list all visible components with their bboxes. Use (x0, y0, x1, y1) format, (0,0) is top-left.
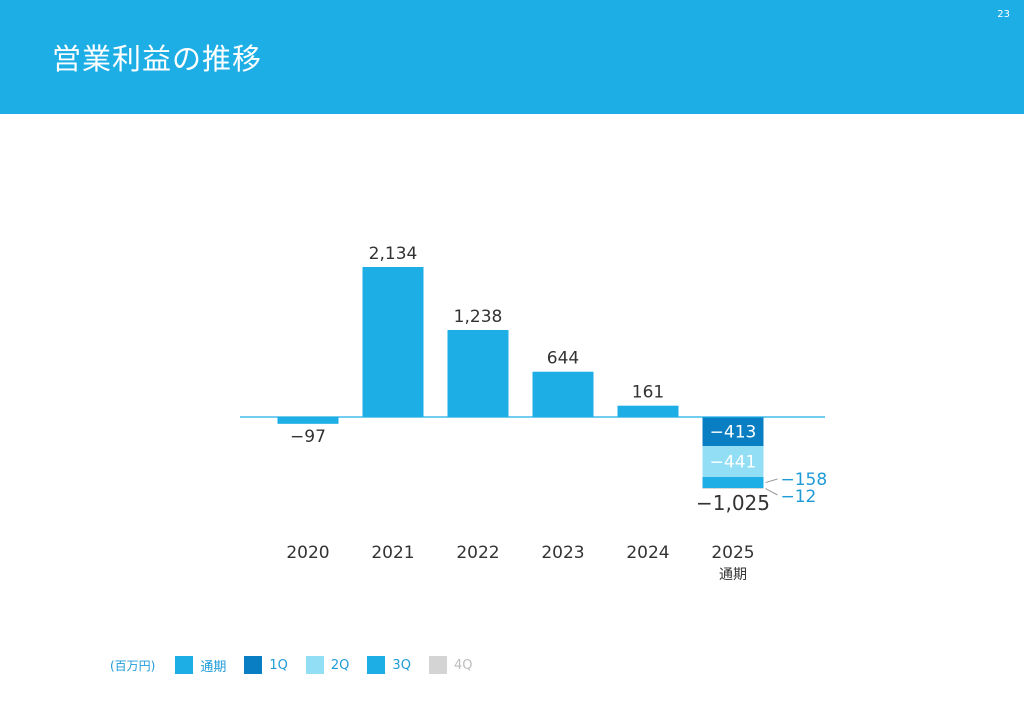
legend-label-4q: 4Q (453, 657, 473, 673)
value-label-2021: 2,134 (369, 244, 418, 264)
bar-2020 (277, 417, 339, 424)
tick-sublabel-2025: 通期 (719, 567, 747, 583)
value-label-2022: 1,238 (454, 307, 503, 327)
bar-2024 (617, 405, 679, 417)
legend-label-2q: 2Q (330, 657, 350, 673)
bar-2025-3q (702, 477, 764, 489)
bar-2022 (447, 329, 509, 417)
value-label-2025-total: −1,025 (696, 491, 770, 515)
tick-label-2021: 2021 (371, 543, 414, 563)
legend-item-annual: 通期 (175, 656, 226, 675)
tick-label-2023: 2023 (541, 543, 584, 563)
value-label-2025-4q: −12 (781, 487, 817, 507)
bar-2023 (532, 371, 594, 417)
value-label-2023: 644 (547, 349, 579, 369)
tick-label-2022: 2022 (456, 543, 499, 563)
legend-item-1q: 1Q (244, 656, 288, 674)
page-title: 営業利益の推移 (52, 42, 263, 76)
legend-swatch-2q (305, 656, 324, 674)
tick-label-2020: 2020 (286, 543, 329, 563)
bar-2021 (362, 267, 424, 417)
header-bar: 営業利益の推移 23 (0, 0, 1024, 114)
legend-label-1q: 1Q (269, 657, 288, 673)
legend-swatch-annual (175, 656, 194, 674)
legend-item-2q: 2Q (305, 656, 350, 674)
tick-label-2024: 2024 (626, 543, 669, 563)
value-label-2025-2q: −441 (710, 453, 757, 473)
bar-2025-1q (702, 417, 764, 447)
bar-2025-2q (702, 446, 764, 478)
legend-swatch-3q (367, 656, 386, 674)
value-label-2025-1q: −413 (710, 423, 757, 443)
leader-line-2025-3q (765, 478, 778, 484)
page-number: 23 (997, 9, 1010, 20)
legend-swatch-4q (428, 656, 447, 674)
value-label-2024: 161 (632, 383, 664, 403)
legend-label-3q: 3Q (392, 657, 411, 673)
legend-item-4q: 4Q (428, 656, 473, 674)
legend: (百万円) 通期 1Q 2Q 3Q 4Q (110, 655, 490, 675)
legend-label-annual: 通期 (200, 659, 227, 675)
tick-label-2025: 2025 (711, 543, 754, 563)
legend-swatch-1q (244, 656, 263, 674)
bar-2025-4q (702, 488, 764, 489)
value-label-2025-3q: −158 (781, 470, 828, 490)
legend-item-3q: 3Q (367, 656, 411, 674)
unit-label: (百万円) (110, 658, 156, 673)
leader-line-2025-4q (765, 488, 778, 496)
value-label-2020: −97 (290, 427, 326, 447)
